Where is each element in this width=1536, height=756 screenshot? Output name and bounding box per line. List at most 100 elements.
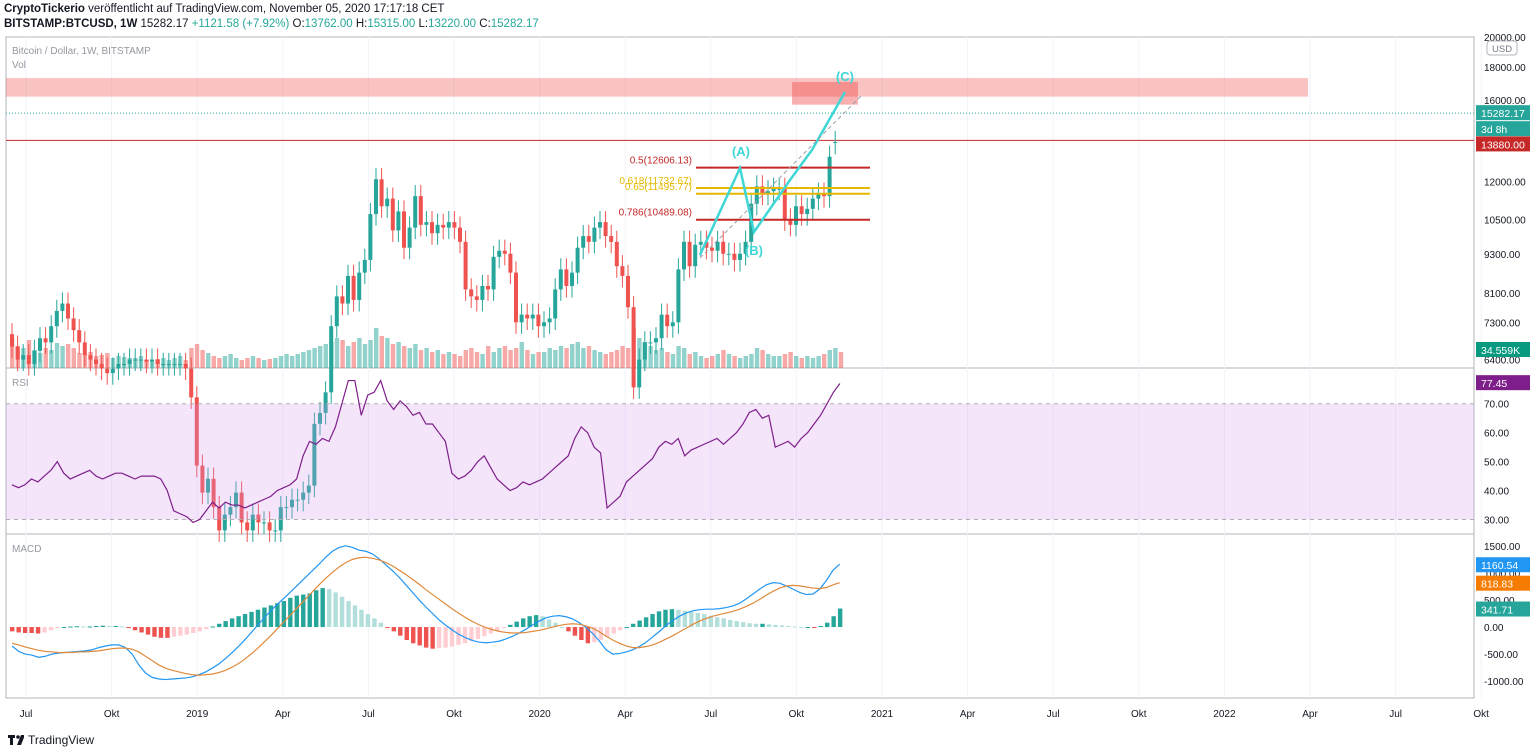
macd-histogram-bar	[611, 627, 616, 634]
macd-histogram-bar	[145, 627, 151, 635]
macd-histogram-bar	[773, 624, 778, 628]
volume-bar	[536, 352, 541, 368]
macd-histogram-bar	[275, 603, 280, 628]
candle-body	[413, 196, 418, 228]
price-axis-label: 18000.00	[1484, 63, 1526, 74]
candle-body	[228, 507, 233, 515]
macd-histogram-bar	[352, 605, 358, 628]
volume-bar	[284, 354, 289, 368]
currency-label: USD	[1492, 44, 1512, 55]
macd-histogram-bar	[339, 596, 345, 628]
volume-bar	[620, 346, 625, 368]
macd-histogram-bar	[288, 597, 293, 628]
macd-histogram-bar	[74, 626, 80, 628]
volume-bar	[340, 340, 345, 368]
symbol-label[interactable]: BITSTAMP:BTCUSD, 1W	[4, 18, 138, 30]
macd-histogram-bar	[702, 614, 707, 628]
candle-body	[82, 342, 87, 356]
price-axis-label: 7300.00	[1484, 318, 1521, 329]
macd-histogram-bar	[107, 625, 112, 628]
volume-bar	[278, 356, 284, 368]
candle-body	[340, 296, 345, 304]
volume-bar	[346, 346, 351, 368]
macd-histogram-bar	[301, 594, 306, 628]
candle-body	[738, 253, 742, 260]
macd-histogram-bar	[656, 611, 662, 628]
macd-histogram-bar	[585, 627, 591, 644]
volume-bar	[43, 348, 48, 368]
macd-histogram-bar	[689, 611, 694, 628]
macd-histogram-bar	[449, 627, 455, 647]
volume-bar	[754, 348, 760, 368]
candle-body	[239, 492, 244, 523]
low-value: 13220.00	[428, 18, 477, 30]
publisher-name[interactable]: CryptoTickerio	[4, 3, 85, 15]
high-label: H:	[355, 18, 368, 30]
candle-body	[357, 272, 362, 300]
volume-bar	[676, 346, 681, 368]
low-label: L:	[418, 18, 429, 30]
macd-histogram-bar	[326, 589, 332, 628]
volume-bar	[200, 350, 205, 368]
volume-bar	[502, 346, 508, 368]
volume-bar	[206, 353, 211, 368]
volume-bar	[351, 342, 356, 368]
publisher-line: CryptoTickerio veröffentlicht auf Tradin…	[4, 2, 1534, 17]
signal-line	[11, 556, 840, 676]
candle-body	[43, 338, 48, 343]
macd-histogram-bar	[16, 627, 21, 633]
candle-body	[805, 208, 810, 215]
candle-body	[94, 359, 98, 364]
volume-bar	[54, 343, 60, 368]
volume-bar	[603, 354, 608, 368]
macd-histogram-bar	[307, 593, 312, 628]
volume-bar	[558, 346, 564, 368]
macd-histogram-bar	[22, 627, 28, 633]
footer-brand[interactable]: TradingView	[28, 733, 95, 747]
volume-bar	[295, 354, 300, 368]
macd-histogram-bar	[281, 601, 287, 628]
price-axis-label: 6400.00	[1484, 356, 1521, 367]
macd-histogram-bar	[708, 615, 713, 628]
macd-histogram-bar	[475, 627, 481, 639]
volume-bar	[542, 352, 547, 368]
volume-bar	[553, 350, 558, 368]
volume-bar	[799, 358, 804, 368]
volume-bar	[732, 356, 737, 368]
volume-tag: 34.559K	[1481, 345, 1520, 357]
volume-bar	[306, 350, 312, 368]
candle-body	[575, 247, 580, 273]
macd-histogram-bar	[171, 627, 177, 637]
volume-bar	[194, 344, 200, 368]
candle-body	[469, 289, 474, 297]
candle-body	[21, 355, 26, 360]
macd-histogram-bar	[320, 588, 325, 628]
macd-histogram-bar	[734, 621, 739, 628]
candle-body	[458, 227, 462, 242]
macd-histogram-bar	[618, 627, 623, 631]
macd-histogram-bar	[727, 619, 733, 628]
macd-histogram-bar	[113, 625, 118, 628]
candle-body	[172, 364, 177, 365]
macd-histogram-bar	[779, 625, 785, 628]
candle-body	[687, 241, 692, 267]
candle-body	[441, 224, 446, 228]
macd-histogram-bar	[398, 627, 403, 636]
macd-histogram-bar	[469, 627, 474, 642]
volume-bar	[441, 354, 446, 368]
x-tick-label: Okt	[789, 709, 805, 720]
candle-body	[502, 250, 507, 254]
rsi-title: RSI	[12, 378, 29, 389]
macd-histogram-bar	[242, 614, 248, 628]
volume-bar	[357, 338, 362, 368]
candle-body	[71, 318, 76, 331]
volume-bar	[66, 344, 71, 368]
macd-histogram-bar	[68, 626, 73, 628]
macd-axis-label: -1000.00	[1484, 677, 1524, 688]
candle-body	[514, 272, 518, 323]
candle-body	[211, 478, 216, 508]
candle-body	[374, 179, 378, 215]
candle-body	[637, 359, 642, 388]
macd-histogram-bar	[385, 627, 390, 629]
